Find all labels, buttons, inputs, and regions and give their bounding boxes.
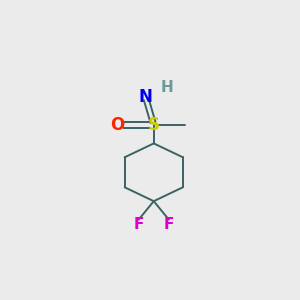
Text: F: F <box>134 217 144 232</box>
Text: F: F <box>164 217 174 232</box>
Text: S: S <box>148 116 160 134</box>
Text: O: O <box>111 116 125 134</box>
Text: N: N <box>139 88 153 106</box>
Text: H: H <box>160 80 173 95</box>
